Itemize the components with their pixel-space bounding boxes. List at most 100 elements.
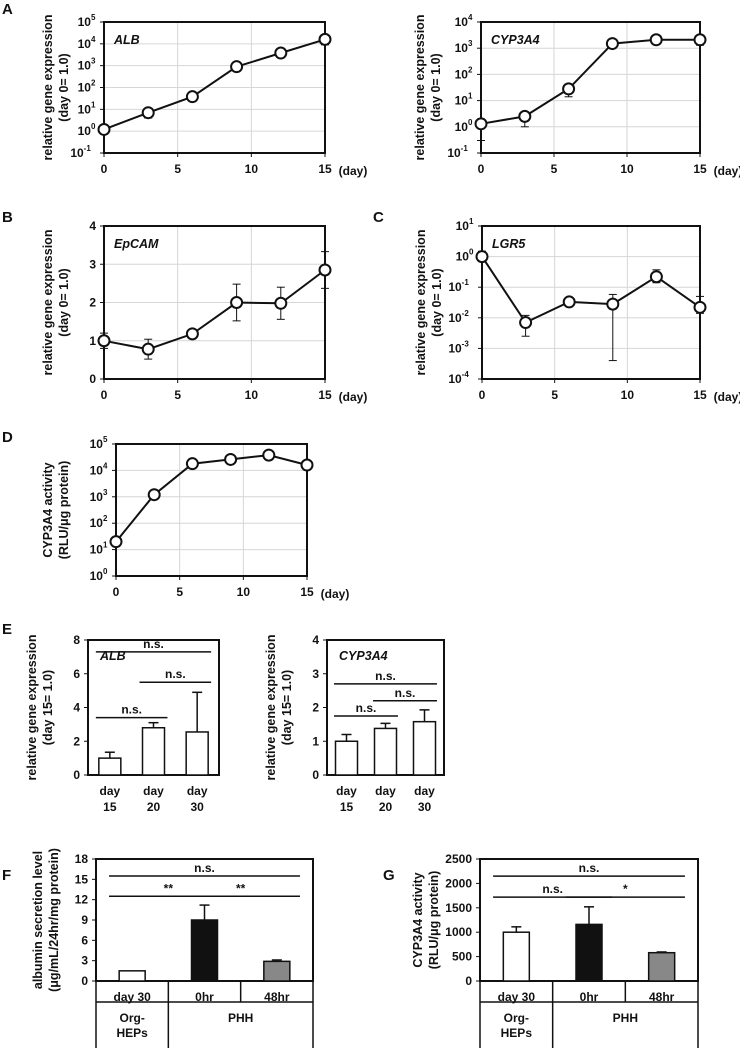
data-point: [109, 535, 123, 549]
data-point: [147, 488, 161, 502]
x-tick-label: 0: [479, 388, 486, 402]
plot-frame: [115, 443, 308, 577]
series-line: [480, 38, 700, 125]
data-point: [262, 448, 276, 462]
y-tick-label: 10-4: [448, 370, 469, 386]
y-tick-label: 4: [73, 701, 80, 715]
significance-label: n.s.: [579, 861, 600, 875]
y-tick-label: 2: [73, 734, 80, 748]
bar: [412, 720, 437, 776]
y-tick-label: 2500: [445, 852, 472, 866]
y-tick-label: 8: [73, 633, 80, 647]
y-axis-label-group: CYP3A4 activity (RLU/μg protein): [411, 871, 441, 970]
significance-label: n.s.: [121, 703, 142, 717]
y-tick-label: 100: [90, 567, 108, 583]
y-tick-label: 100: [456, 248, 474, 264]
significance-label: **: [236, 881, 246, 895]
data-point: [562, 295, 576, 309]
y-axis-unit-label: (RLU/μg protein): [57, 461, 71, 560]
y-axis-label-group: relative gene expression (day 0= 1.0): [41, 230, 71, 376]
data-point: [230, 296, 244, 309]
bar: [647, 951, 676, 982]
panel-letter: D: [2, 429, 13, 446]
y-axis-label: relative gene expression: [264, 635, 278, 781]
x-category-label: day 30: [498, 990, 536, 1004]
bar: [263, 960, 291, 982]
y-axis-label: relative gene expression: [413, 15, 427, 161]
y-axis-label-group: CYP3A4 activity (RLU/μg protein): [41, 461, 71, 560]
chart-panel-d: 100 101 102 103 104 105 0 5 10 15 (day) D CYP3A4 act…: [2, 429, 349, 601]
y-tick-label: 9: [81, 913, 88, 927]
y-axis-label-group: relative gene expression (day 0= 1.0): [41, 15, 71, 161]
y-tick-label: 10-1: [70, 144, 91, 160]
y-tick-label: 18: [75, 852, 89, 866]
y-axis-unit-label: (RLU/μg protein): [427, 871, 441, 970]
y-tick-label: 10-1: [447, 144, 468, 160]
y-tick-label: 104: [78, 35, 96, 51]
group-label: PHH: [613, 1011, 638, 1025]
x-tick-label: 15: [300, 585, 314, 599]
y-axis-label: relative gene expression: [41, 230, 55, 376]
y-axis-label: relative gene expression: [41, 15, 55, 161]
group-label: HEPs: [116, 1026, 148, 1040]
data-point: [185, 90, 199, 104]
x-axis-label: (day): [714, 164, 740, 178]
x-tick-label: 5: [551, 162, 558, 176]
y-tick-label: 103: [90, 488, 108, 504]
x-tick-label: 10: [245, 162, 259, 176]
y-tick-label: 101: [455, 92, 473, 108]
significance-label: n.s.: [395, 686, 416, 700]
y-tick-label: 3: [81, 954, 88, 968]
y-axis-unit-label: (day 0= 1.0): [57, 53, 71, 121]
x-tick-label: 15: [318, 388, 332, 402]
x-axis-label: (day): [321, 587, 350, 601]
series-line: [115, 454, 308, 543]
bar: [141, 727, 166, 776]
x-tick-label: 5: [174, 162, 181, 176]
panel-letter: A: [2, 1, 13, 18]
data-point: [274, 296, 288, 310]
y-tick-label: 104: [90, 461, 108, 477]
y-tick-label: 102: [90, 514, 108, 530]
y-tick-label: 100: [78, 122, 96, 138]
bar: [190, 919, 219, 982]
chart-panel-f: 0 3 6 9 12 15 18 ** ** n.s. day 30 0hr 48hr Org-HEPs P…: [2, 848, 314, 1048]
y-tick-label: 4: [312, 633, 319, 647]
data-point: [649, 270, 663, 284]
chart-panel-cyp3a4: 0 1 2 3 4 n.s. n.s. n.s. day 15 day 20 day 30 CYP3A4 re…: [264, 633, 445, 814]
data-point: [224, 452, 238, 466]
y-tick-label: 12: [75, 893, 89, 907]
data-point: [318, 263, 332, 277]
data-point: [97, 334, 111, 348]
y-tick-label: 103: [455, 39, 473, 55]
y-tick-label: 102: [455, 65, 473, 81]
x-tick-label: 0: [478, 162, 485, 176]
y-tick-label: 500: [452, 950, 472, 964]
y-axis-unit-label: (day 0= 1.0): [430, 268, 444, 336]
y-tick-label: 1: [312, 734, 319, 748]
y-axis-label-group: relative gene expression (day 15= 1.0): [25, 635, 55, 781]
data-point: [518, 109, 532, 123]
x-category-label: day: [187, 784, 208, 798]
y-tick-label: 103: [78, 57, 96, 73]
y-tick-label: 3: [89, 257, 96, 271]
y-axis-label: relative gene expression: [25, 635, 39, 781]
y-tick-label: 15: [75, 872, 89, 886]
x-category-label: day: [99, 784, 120, 798]
panel-letter: G: [383, 867, 395, 884]
gene-label: LGR5: [492, 237, 526, 251]
significance-label: n.s.: [165, 667, 186, 681]
y-tick-label: 2: [89, 296, 96, 310]
group-label: Org-: [504, 1011, 529, 1025]
y-axis-label-group: albumin secretion level (μg/mL/24hr/mg pr…: [31, 848, 61, 992]
x-axis-label: (day): [339, 390, 368, 404]
x-axis-label: (day): [339, 164, 368, 178]
plot-frame: [480, 21, 701, 154]
x-category-label: 20: [379, 800, 393, 814]
x-tick-label: 10: [245, 388, 259, 402]
gene-label: ALB: [99, 649, 126, 663]
x-tick-label: 10: [620, 162, 634, 176]
x-tick-label: 15: [693, 388, 707, 402]
